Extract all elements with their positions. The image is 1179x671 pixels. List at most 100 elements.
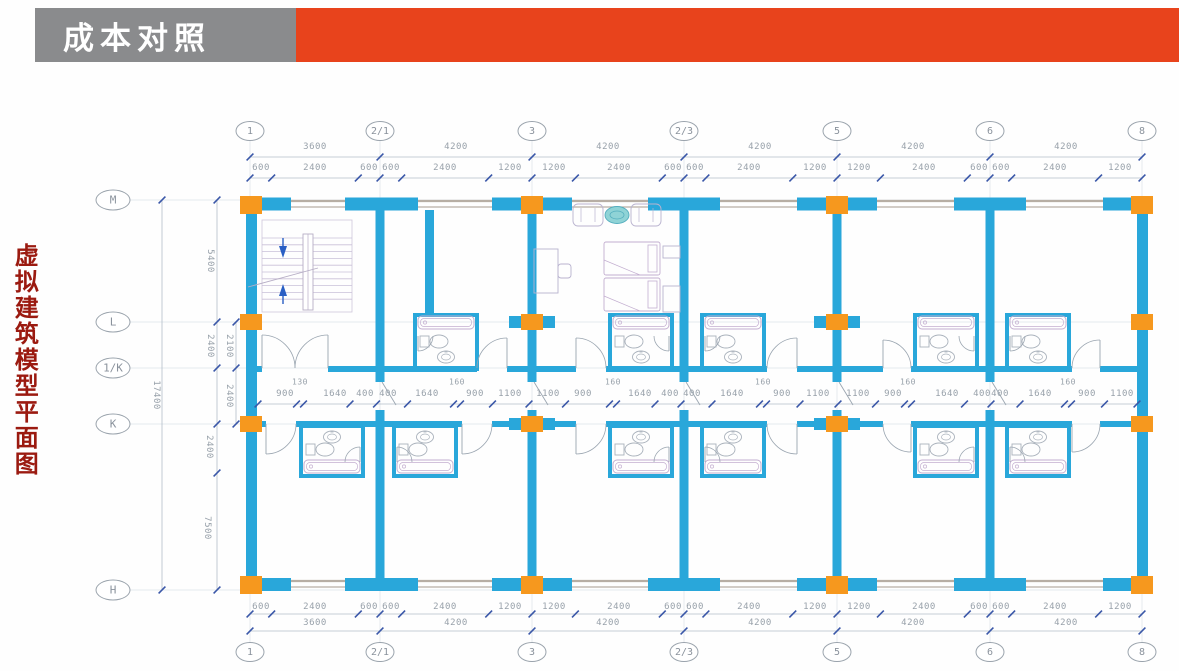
door-swing-arc [575,337,607,369]
toilet [408,442,428,457]
dim-tick [1094,610,1103,618]
sink [416,430,434,444]
column [240,196,262,214]
sink [636,353,646,361]
dim-tick [525,400,533,408]
bathroom-wall [1067,424,1071,478]
bathroom-wall [413,313,479,317]
door-swing-arc [261,334,296,369]
column [826,314,848,330]
dim-tick [876,174,885,182]
dim-tick [528,610,536,618]
bathtub [704,315,762,330]
dim-tick [246,627,254,635]
bathtub [399,462,451,471]
toilet [706,335,717,348]
dim-tick [708,400,716,408]
bathtub [1012,318,1064,327]
desk [533,248,559,294]
door-swing-arc [575,423,607,455]
wall [648,578,720,591]
toilet [614,335,625,348]
dim-tick [376,610,384,618]
dim-tick [651,400,659,408]
dim-tick [299,400,308,408]
toilet [624,334,644,349]
bathtub-drain [402,464,406,469]
bathtub [917,315,975,330]
bathroom-wall [913,366,979,371]
bathroom-wall [299,424,303,478]
dim-tick [680,627,688,635]
door-leaf [838,381,854,406]
toilet [1011,443,1022,456]
toilet [419,335,430,348]
dim-tick [658,174,667,182]
bathtub [615,318,667,327]
bathtub-drain [923,320,927,325]
dim-tick [1100,400,1109,408]
bathtub [420,318,472,327]
wall [954,197,1026,211]
bathroom-wall [975,313,979,371]
bathroom-wall [700,366,766,371]
dim-tick [561,400,570,408]
bathroom-wall [700,424,766,428]
dim-tick [232,420,240,428]
bathtub [707,318,759,327]
dim-tick [246,153,254,161]
toilet [716,442,736,457]
door-swing-arc [958,446,975,463]
dim-tick [612,400,621,408]
dim-tick [403,400,412,408]
door-leaf [533,381,549,406]
bathtub [303,459,361,474]
sink [632,350,650,364]
door-swing-arc [766,337,798,369]
sink [941,433,951,441]
door-swing-arc [1009,446,1026,463]
dim-tick [1138,627,1146,635]
door-swing-arc [344,446,361,463]
wall [492,197,521,211]
wall [679,424,689,578]
sink [724,430,742,444]
sink [728,433,738,441]
side-caption: 虚拟建筑模型平面图 [10,243,38,477]
bathroom-wall [413,366,479,371]
wall [527,368,537,382]
dim-tick [963,610,972,618]
dim-tick [484,610,493,618]
sink [1029,350,1047,364]
wall [345,578,418,591]
dim-tick [1094,174,1103,182]
dim-tick [488,400,497,408]
sink [1029,430,1047,444]
door-swing-arc [294,334,329,369]
floor-plan: 1 1 2/1 2/1 3 3 2/3 2/3 5 5 6 6 8 8 M L 1/K K H 3600 3600 420… [0,70,1179,671]
dim-tick [701,174,710,182]
bathroom-wall [392,474,458,478]
bathroom-wall [700,424,704,478]
dim-tick [833,174,841,182]
bathtub [612,459,670,474]
dim-tick [158,586,166,594]
column [521,314,543,330]
dim-tick [987,400,995,408]
bathroom-wall [700,313,766,317]
bathroom-wall [700,313,704,371]
wall [985,210,995,368]
bathroom-wall [454,424,458,478]
toilet [929,442,949,457]
bathtub-drain [1015,320,1019,325]
bathtub-drain [923,464,927,469]
wall [507,366,576,372]
dim-tick [1138,610,1146,618]
dim-tick [267,610,276,618]
bathroom-wall [762,313,766,371]
toilet [919,443,930,456]
bathtub [306,462,358,471]
wall [797,197,826,211]
dim-tick [963,174,972,182]
dim-tick [986,174,994,182]
